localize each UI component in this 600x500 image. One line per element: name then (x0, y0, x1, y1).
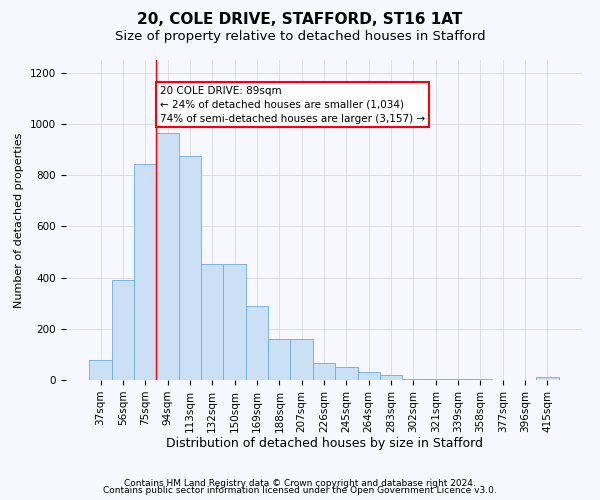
Bar (246, 306, 268, 380)
Bar (425, 378, 447, 380)
Bar (358, 372, 380, 380)
X-axis label: Distribution of detached houses by size in Stafford: Distribution of detached houses by size … (166, 438, 482, 450)
Bar (134, 164, 157, 380)
Bar (268, 339, 290, 380)
Text: 20 COLE DRIVE: 89sqm
← 24% of detached houses are smaller (1,034)
74% of semi-de: 20 COLE DRIVE: 89sqm ← 24% of detached h… (160, 86, 425, 124)
Bar (223, 264, 246, 380)
Bar (112, 280, 134, 380)
Text: 20, COLE DRIVE, STAFFORD, ST16 1AT: 20, COLE DRIVE, STAFFORD, ST16 1AT (137, 12, 463, 28)
Bar (313, 364, 335, 380)
Bar (290, 339, 313, 380)
Bar (335, 367, 358, 380)
Text: Contains HM Land Registry data © Crown copyright and database right 2024.: Contains HM Land Registry data © Crown c… (124, 478, 476, 488)
Bar (157, 133, 179, 380)
Bar (179, 156, 201, 380)
Text: Contains public sector information licensed under the Open Government Licence v3: Contains public sector information licen… (103, 486, 497, 495)
Text: Size of property relative to detached houses in Stafford: Size of property relative to detached ho… (115, 30, 485, 43)
Bar (380, 375, 402, 380)
Y-axis label: Number of detached properties: Number of detached properties (14, 132, 25, 308)
Bar (402, 378, 425, 380)
Bar (536, 378, 559, 380)
Bar (201, 264, 223, 380)
Bar (89, 360, 112, 380)
